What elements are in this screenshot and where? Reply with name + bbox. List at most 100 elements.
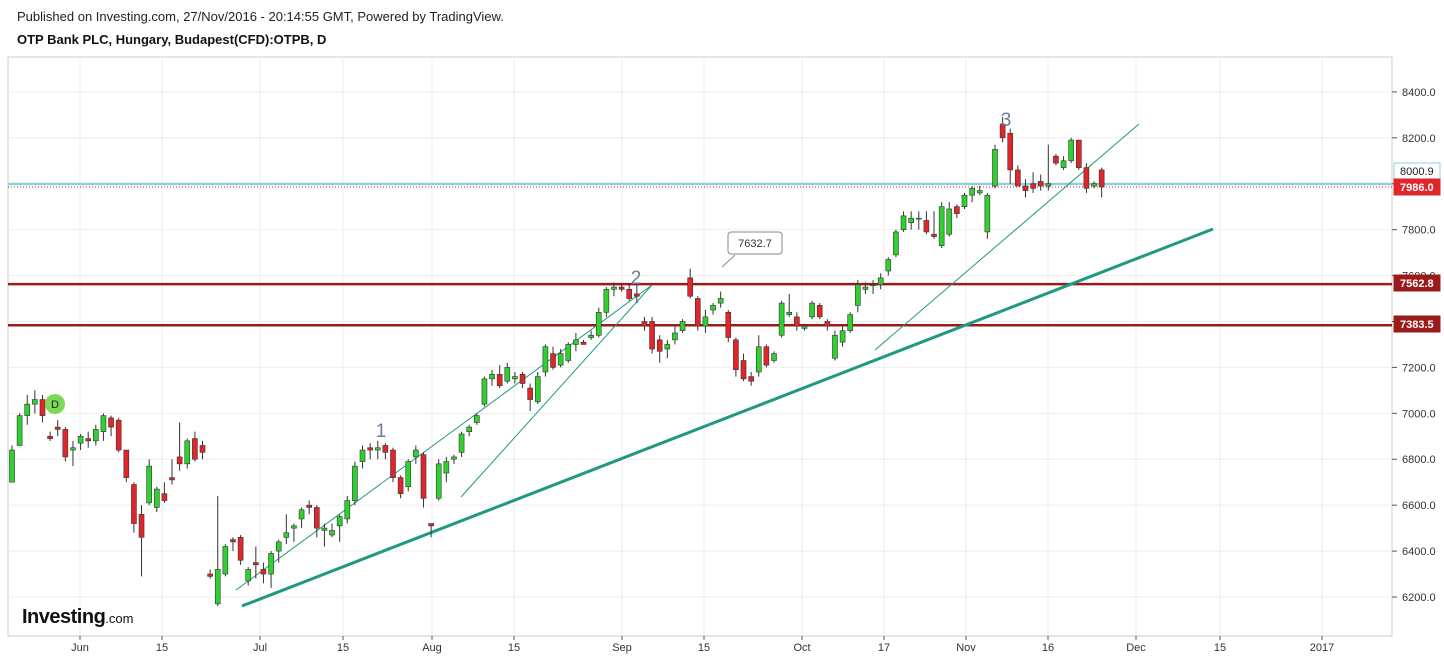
- candle-up: [900, 215, 907, 230]
- candle-up: [862, 286, 869, 290]
- callout-value: 7632.7: [738, 238, 772, 250]
- candle-down: [1083, 167, 1090, 189]
- candle-up: [839, 330, 846, 343]
- candle-up: [672, 332, 678, 341]
- candle-up: [77, 435, 84, 444]
- x-tick-label: 15: [1214, 642, 1226, 654]
- candle-up: [603, 289, 610, 313]
- candle-down: [519, 373, 526, 384]
- candle-up: [832, 334, 838, 359]
- candle-up: [405, 461, 412, 488]
- candle-down: [420, 454, 427, 499]
- candle-down: [260, 569, 267, 575]
- logo-brand: Investing: [22, 606, 106, 628]
- candle-up: [443, 461, 450, 474]
- candle-down: [1015, 169, 1021, 187]
- x-tick-label: 2017: [1310, 642, 1334, 654]
- candle-up: [283, 532, 290, 538]
- candle-down: [999, 123, 1006, 139]
- candle-down: [816, 305, 823, 318]
- candle-up: [534, 376, 541, 403]
- investing-logo: Investing.com: [22, 606, 133, 629]
- candle-up: [24, 403, 31, 416]
- candle-up: [946, 208, 953, 235]
- x-tick-label: 15: [156, 642, 168, 654]
- candle-up: [755, 346, 762, 373]
- candle-up: [717, 298, 724, 304]
- y-tick-label: 6600.0: [1402, 500, 1436, 512]
- candle-down: [931, 233, 937, 237]
- candle-down: [230, 539, 236, 543]
- candle-down: [954, 206, 960, 214]
- candle-down: [138, 514, 145, 538]
- candle-up: [595, 311, 602, 336]
- candle-down: [1053, 155, 1059, 164]
- candle-up: [458, 433, 465, 453]
- x-tick-label: Nov: [956, 642, 976, 654]
- candle-up: [374, 447, 381, 451]
- candle-up: [153, 488, 160, 508]
- candle-down: [123, 449, 130, 478]
- candle-up: [214, 569, 221, 605]
- candle-up: [298, 509, 305, 520]
- trendline-wave-3: [874, 123, 1140, 351]
- candle-down: [207, 573, 213, 577]
- candle-up: [474, 415, 480, 423]
- candle-up: [893, 231, 899, 256]
- candle-up: [885, 259, 892, 272]
- candle-up: [146, 465, 152, 504]
- candle-up: [710, 305, 716, 311]
- candle-up: [908, 217, 914, 224]
- candle-down: [725, 311, 732, 338]
- candle-down: [306, 504, 312, 508]
- candle-down: [382, 445, 389, 453]
- candle-down: [390, 449, 396, 478]
- y-tick-label: 8400.0: [1402, 87, 1436, 99]
- candle-up: [771, 353, 777, 361]
- candle-down: [794, 316, 800, 327]
- candle-down: [54, 426, 61, 430]
- price-label-level: 7562.8: [1400, 278, 1434, 290]
- candle-down: [649, 321, 655, 350]
- candle-down: [618, 286, 625, 290]
- candle-down: [192, 438, 198, 460]
- price-label-current: 8000.9: [1400, 166, 1434, 178]
- candle-up: [512, 376, 518, 380]
- candle-down: [634, 293, 640, 297]
- candle-down: [733, 339, 739, 370]
- candle-down: [313, 507, 320, 529]
- candle-down: [824, 321, 831, 327]
- published-note: Published on Investing.com, 27/Nov/2016 …: [17, 9, 504, 24]
- price-label-close: 7986.0: [1400, 182, 1434, 194]
- candle-down: [1007, 132, 1014, 171]
- candle-up: [679, 321, 686, 331]
- candle-up: [870, 284, 876, 287]
- candle-up: [915, 217, 922, 220]
- candle-up: [809, 302, 815, 318]
- candle-up: [984, 194, 991, 233]
- candle-down: [62, 429, 69, 458]
- candle-down: [131, 484, 137, 524]
- candle-up: [352, 465, 358, 501]
- candle-up: [504, 367, 511, 382]
- candle-up: [801, 325, 808, 329]
- wave-label-3: 3: [1001, 110, 1012, 131]
- candle-down: [115, 419, 122, 451]
- candle-down: [161, 493, 168, 501]
- candle-up: [847, 314, 854, 331]
- price-label-box: [1393, 178, 1441, 196]
- candle-up: [877, 277, 884, 286]
- trendline-wave-2: [460, 284, 653, 498]
- x-tick-label: Aug: [422, 642, 442, 654]
- candle-down: [694, 298, 701, 327]
- candle-down: [687, 277, 693, 297]
- candle-up: [1068, 139, 1074, 162]
- candle-up: [961, 194, 968, 207]
- candle-up: [16, 415, 23, 446]
- x-tick-label: 15: [508, 642, 520, 654]
- candle-down: [1030, 183, 1036, 189]
- candle-down: [580, 341, 587, 345]
- candle-down: [237, 537, 244, 561]
- x-tick-label: Jun: [71, 642, 89, 654]
